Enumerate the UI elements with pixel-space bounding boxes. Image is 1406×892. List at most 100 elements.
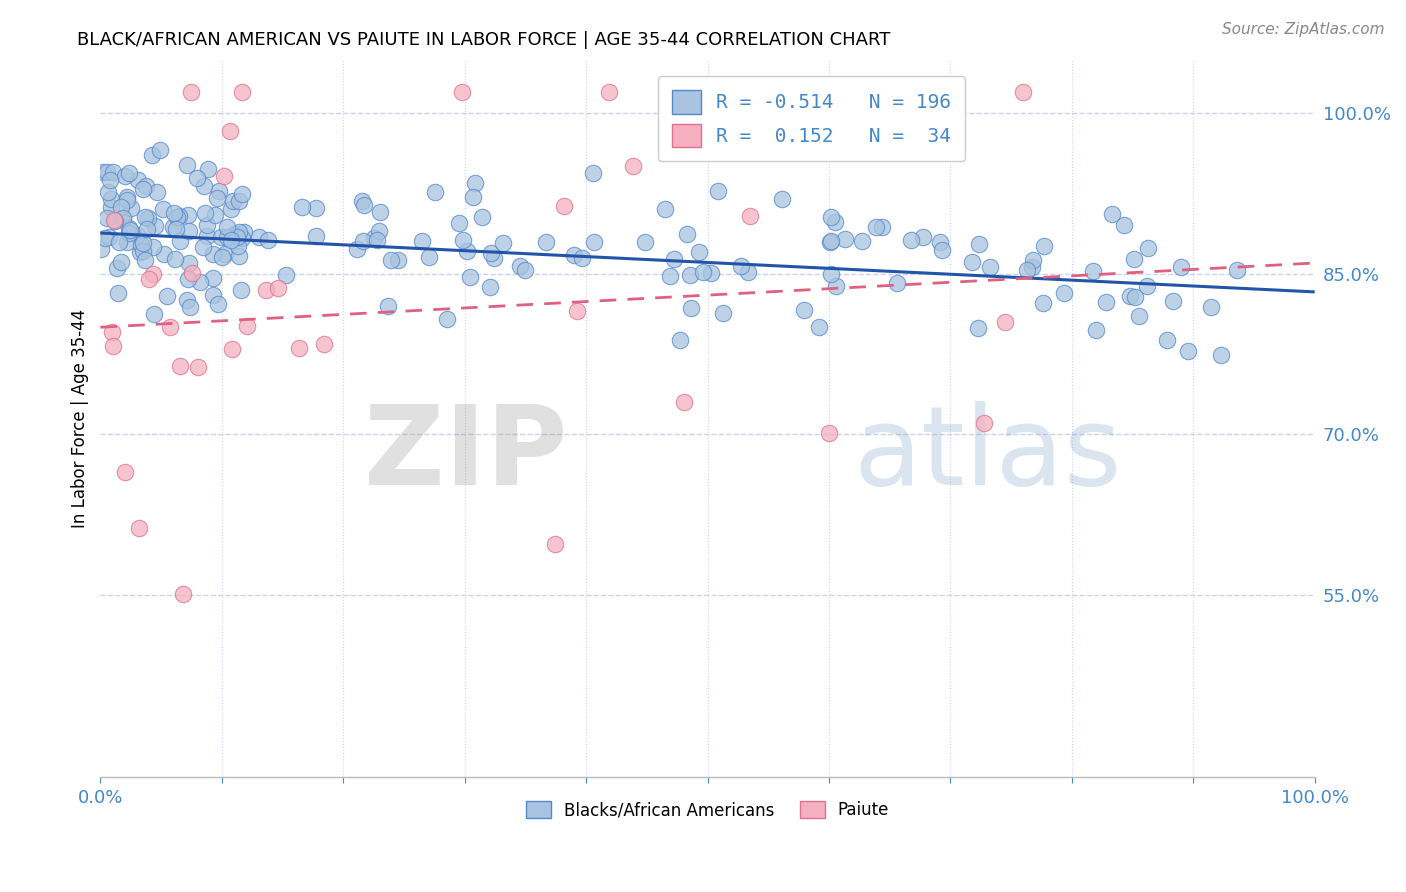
Point [128, 245, 150, 260]
Point [186, 171, 208, 186]
Point [1161, 293, 1184, 308]
Point [214, 247, 236, 261]
Point [681, 301, 703, 315]
Point [176, 158, 198, 172]
Point [967, 237, 990, 252]
Point [346, 242, 368, 256]
Point [163, 206, 186, 220]
Point [676, 227, 699, 242]
Point [1021, 260, 1043, 274]
Point [886, 276, 908, 290]
Point [834, 232, 856, 246]
Point [482, 252, 505, 266]
Point [820, 210, 842, 224]
Point [967, 321, 990, 335]
Point [353, 198, 375, 212]
Point [166, 211, 188, 225]
Point [1112, 218, 1135, 232]
Point [492, 235, 515, 250]
Point [562, 248, 585, 262]
Point [931, 243, 953, 257]
Point [226, 239, 249, 253]
Point [1177, 343, 1199, 358]
Point [221, 343, 243, 357]
Point [553, 199, 575, 213]
Point [135, 179, 157, 194]
Point [740, 209, 762, 223]
Point [471, 210, 494, 224]
Point [1226, 263, 1249, 277]
Point [979, 260, 1001, 274]
Point [368, 224, 391, 238]
Point [172, 587, 194, 601]
Point [464, 176, 486, 190]
Point [117, 194, 139, 208]
Point [304, 201, 326, 215]
Point [97, 185, 120, 199]
Point [900, 233, 922, 247]
Point [127, 173, 149, 187]
Point [204, 208, 226, 222]
Point [197, 161, 219, 176]
Point [207, 296, 229, 310]
Point [368, 204, 391, 219]
Point [193, 178, 215, 193]
Point [1053, 286, 1076, 301]
Point [1021, 252, 1043, 267]
Point [209, 230, 232, 244]
Point [202, 288, 225, 302]
Point [107, 285, 129, 300]
Point [229, 283, 252, 297]
Point [254, 283, 277, 297]
Point [142, 267, 165, 281]
Point [1128, 309, 1150, 323]
Point [118, 220, 141, 235]
Point [98, 172, 121, 186]
Point [110, 200, 132, 214]
Point [634, 235, 657, 249]
Point [1017, 263, 1039, 277]
Point [129, 237, 152, 252]
Point [366, 233, 388, 247]
Point [120, 201, 142, 215]
Point [350, 194, 373, 208]
Point [449, 215, 471, 229]
Point [231, 186, 253, 201]
Point [692, 265, 714, 279]
Point [820, 267, 842, 281]
Text: atlas: atlas [853, 401, 1122, 508]
Point [820, 235, 842, 249]
Point [387, 252, 409, 267]
Point [865, 220, 887, 235]
Point [456, 244, 478, 259]
Point [187, 360, 209, 375]
Point [219, 233, 242, 247]
Point [138, 272, 160, 286]
Point [201, 247, 224, 261]
Point [118, 166, 141, 180]
Point [207, 191, 229, 205]
Point [177, 208, 200, 222]
Point [436, 312, 458, 326]
Point [134, 211, 156, 225]
Point [818, 426, 841, 441]
Point [1083, 263, 1105, 277]
Point [1211, 348, 1233, 362]
Point [165, 221, 187, 235]
Point [565, 303, 588, 318]
Point [112, 211, 135, 225]
Point [180, 85, 202, 99]
Point [598, 85, 620, 99]
Point [1085, 323, 1108, 337]
Point [142, 240, 165, 254]
Point [544, 537, 567, 551]
Point [288, 341, 311, 355]
Point [304, 229, 326, 244]
Point [152, 202, 174, 216]
Point [536, 235, 558, 250]
Point [169, 209, 191, 223]
Point [912, 230, 935, 244]
Point [142, 307, 165, 321]
Point [460, 270, 482, 285]
Point [478, 280, 501, 294]
